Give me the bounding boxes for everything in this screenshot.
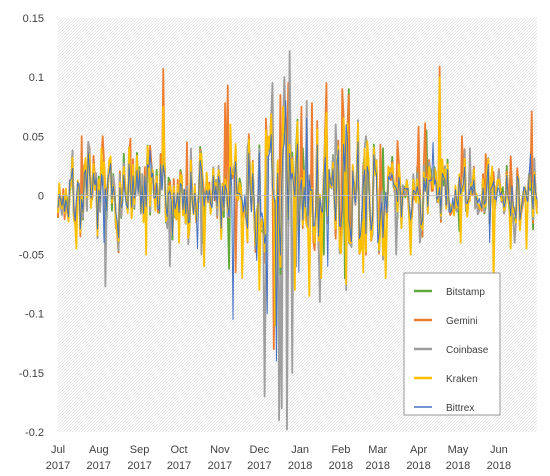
y-tick-label: 0.05 bbox=[23, 131, 44, 143]
x-tick-year-label: 2017 bbox=[87, 460, 111, 472]
series-layer bbox=[57, 50, 538, 431]
legend-label-bitstamp: Bitstamp bbox=[446, 287, 485, 298]
legend-box bbox=[403, 272, 501, 416]
x-tick-year-label: 2018 bbox=[446, 460, 470, 472]
x-axis: Jul 2017 Aug 2017 Sep 2017 Oct 2017 Nov 2017 Dec 20… bbox=[46, 444, 511, 472]
y-tick-label: -0.05 bbox=[19, 250, 44, 262]
x-tick-year-label: 2018 bbox=[406, 460, 430, 472]
x-tick-month-label: Nov bbox=[210, 444, 230, 456]
x-tick-year-label: 2018 bbox=[487, 460, 511, 472]
x-tick-year-label: 2017 bbox=[127, 460, 151, 472]
x-tick-month-label: Jul bbox=[51, 444, 65, 456]
series-line-bittrex bbox=[57, 100, 538, 362]
y-tick-label: -0.15 bbox=[19, 368, 44, 380]
y-tick-label: 0.1 bbox=[29, 72, 44, 84]
x-tick-month-label: May bbox=[448, 444, 469, 456]
x-tick-month-label: Feb bbox=[331, 444, 350, 456]
x-tick-month-label: Jan bbox=[291, 444, 309, 456]
x-tick-year-label: 2018 bbox=[366, 460, 390, 472]
y-tick-label: -0.2 bbox=[25, 427, 44, 439]
x-tick-year-label: 2018 bbox=[288, 460, 312, 472]
y-axis: 0.15 0.1 0.05 0 -0.05 -0.1 -0.15 -0.2 bbox=[19, 13, 44, 439]
x-tick-month-label: Aug bbox=[89, 444, 109, 456]
legend-label-kraken: Kraken bbox=[446, 374, 478, 385]
x-tick-month-label: Mar bbox=[368, 444, 387, 456]
x-tick-month-label: Jun bbox=[490, 444, 508, 456]
x-tick-year-label: 2017 bbox=[46, 460, 70, 472]
y-tick-label: 0.15 bbox=[23, 13, 44, 25]
legend-label-coinbase: Coinbase bbox=[446, 345, 489, 356]
y-tick-label: -0.1 bbox=[25, 309, 44, 321]
x-tick-month-label: Sep bbox=[130, 444, 150, 456]
x-tick-month-label: Apr bbox=[410, 444, 427, 456]
y-tick-label: 0 bbox=[38, 190, 44, 202]
x-tick-year-label: 2017 bbox=[167, 460, 191, 472]
x-tick-year-label: 2017 bbox=[247, 460, 271, 472]
x-tick-month-label: Oct bbox=[171, 444, 188, 456]
legend-label-gemini: Gemini bbox=[446, 316, 478, 327]
legend: Bitstamp Gemini Coinbase Kraken Bittrex bbox=[403, 272, 501, 416]
x-tick-year-label: 2017 bbox=[208, 460, 232, 472]
x-tick-year-label: 2018 bbox=[329, 460, 353, 472]
legend-label-bittrex: Bittrex bbox=[446, 403, 474, 414]
x-tick-month-label: Dec bbox=[250, 444, 270, 456]
